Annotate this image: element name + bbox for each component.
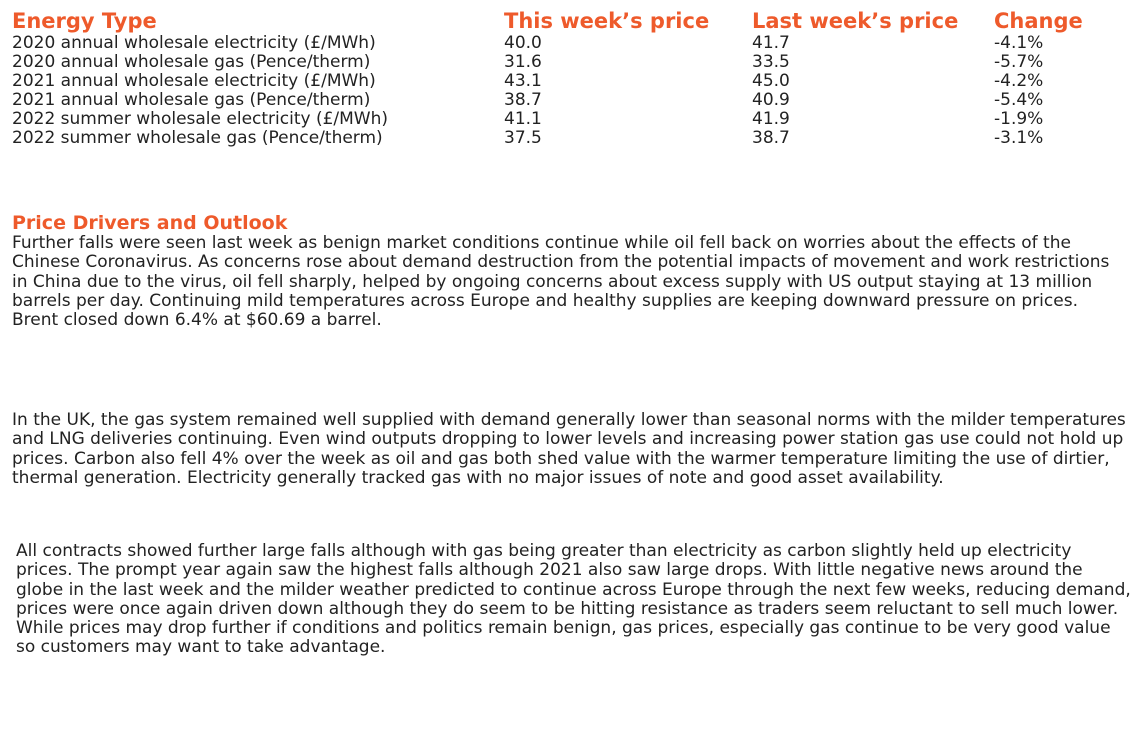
table-header-row: Energy Type This week’s price Last week’… [12, 8, 1124, 34]
energy-type-cell: 2020 annual wholesale electricity (£/MWh… [12, 33, 376, 53]
energy-type-cell: 2022 summer wholesale electricity (£/MWh… [12, 109, 389, 129]
last-week-price-cell: 41.7 [752, 33, 790, 53]
this-week-price-cell: 41.1 [504, 109, 542, 129]
last-week-price-cell: 33.5 [752, 52, 790, 72]
last-week-price-cell: 38.7 [752, 128, 790, 148]
column-header-this-week: This week’s price [504, 9, 710, 33]
table-row: 2020 annual wholesale electricity (£/MWh… [12, 34, 1124, 53]
last-week-price-cell: 40.9 [752, 90, 790, 110]
table-row: 2022 summer wholesale electricity (£/MWh… [12, 110, 1124, 129]
last-week-price-cell: 45.0 [752, 71, 790, 91]
change-cell: -4.2% [994, 71, 1044, 91]
outlook-paragraph: In the UK, the gas system remained well … [12, 410, 1126, 488]
last-week-price-cell: 41.9 [752, 109, 790, 129]
this-week-price-cell: 43.1 [504, 71, 542, 91]
change-cell: -4.1% [994, 33, 1044, 53]
this-week-price-cell: 40.0 [504, 33, 542, 53]
table-row: 2021 annual wholesale electricity (£/MWh… [12, 72, 1124, 91]
change-cell: -5.7% [994, 52, 1044, 72]
table-row: 2021 annual wholesale gas (Pence/therm) … [12, 91, 1124, 110]
outlook-paragraph: Further falls were seen last week as ben… [12, 233, 1110, 331]
column-header-last-week: Last week’s price [752, 9, 959, 33]
column-header-energy-type: Energy Type [12, 9, 157, 33]
outlook-paragraph: All contracts showed further large falls… [16, 541, 1131, 658]
energy-price-table: Energy Type This week’s price Last week’… [12, 8, 1124, 148]
change-cell: -1.9% [994, 109, 1044, 129]
table-row: 2022 summer wholesale gas (Pence/therm) … [12, 129, 1124, 148]
this-week-price-cell: 38.7 [504, 90, 542, 110]
section-title-price-drivers: Price Drivers and Outlook [12, 212, 288, 234]
table-row: 2020 annual wholesale gas (Pence/therm) … [12, 53, 1124, 72]
change-cell: -3.1% [994, 128, 1044, 148]
energy-type-cell: 2020 annual wholesale gas (Pence/therm) [12, 52, 371, 72]
change-cell: -5.4% [994, 90, 1044, 110]
energy-type-cell: 2021 annual wholesale electricity (£/MWh… [12, 71, 376, 91]
energy-type-cell: 2022 summer wholesale gas (Pence/therm) [12, 128, 383, 148]
this-week-price-cell: 37.5 [504, 128, 542, 148]
energy-type-cell: 2021 annual wholesale gas (Pence/therm) [12, 90, 371, 110]
column-header-change: Change [994, 9, 1083, 33]
this-week-price-cell: 31.6 [504, 52, 542, 72]
